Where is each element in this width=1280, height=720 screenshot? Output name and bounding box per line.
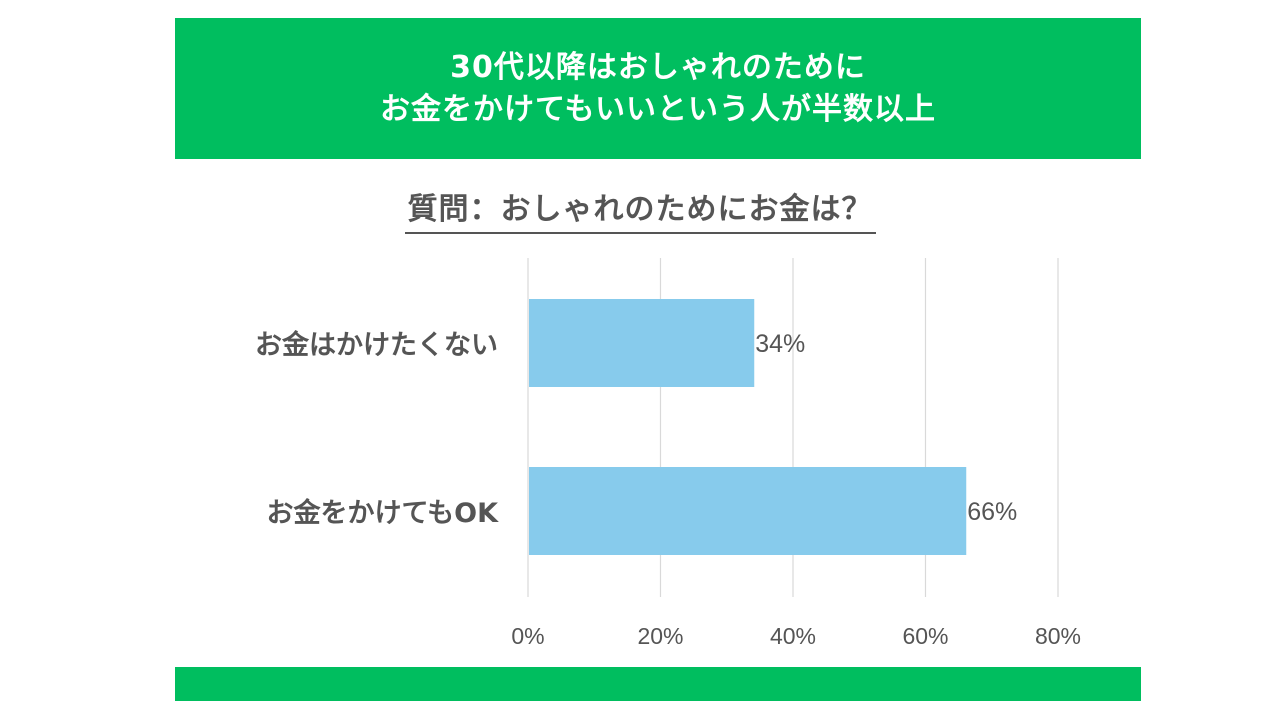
x-tick-label: 40% (770, 623, 816, 649)
x-tick-label: 60% (902, 623, 948, 649)
x-tick-label: 0% (511, 623, 544, 649)
question-heading: 質問：おしゃれのためにお金は？ (404, 184, 876, 234)
x-tick-label: 80% (1035, 623, 1081, 649)
header-banner: 30代以降はおしゃれのために お金をかけてもいいという人が半数以上 (175, 18, 1141, 159)
footer-bar (175, 667, 1141, 701)
bar (529, 299, 755, 387)
question-heading-wrap: 質問：おしゃれのためにお金は？ (0, 184, 1280, 234)
bar (529, 467, 967, 555)
data-label: 34% (755, 330, 805, 358)
header-title-line-2: お金をかけてもいいという人が半数以上 (380, 91, 936, 127)
x-tick-label: 20% (637, 623, 683, 649)
data-label: 66% (967, 498, 1017, 526)
header-title-line-1: 30代以降はおしゃれのために (450, 49, 866, 85)
category-label: お金をかけてもOK (266, 497, 499, 529)
category-label: お金はかけたくない (255, 329, 498, 361)
